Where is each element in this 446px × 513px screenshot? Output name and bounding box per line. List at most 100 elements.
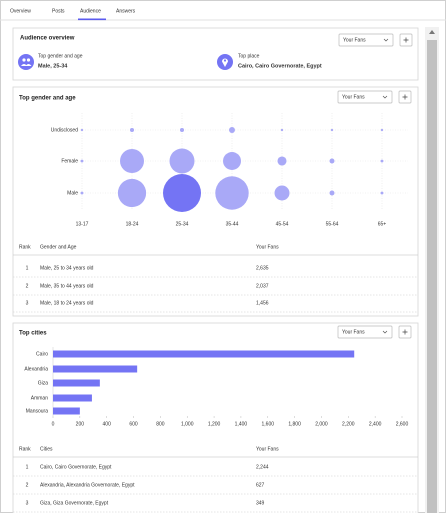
scroll-arrow[interactable] [429, 30, 435, 34]
table-header: Your Fans [256, 244, 279, 250]
icon-glyph [222, 58, 228, 67]
x-tick-label: 0 [52, 421, 55, 427]
table-header: Gender and Age [40, 244, 77, 250]
bubble [274, 185, 290, 201]
bubble [223, 152, 241, 170]
bubble [80, 159, 84, 163]
table-cell: 2 [26, 283, 29, 289]
table-cell: 2,037 [256, 283, 269, 289]
bubble [129, 127, 135, 133]
icon-glyph [223, 59, 227, 62]
table-cell: 627 [256, 482, 265, 488]
y-tick-label: Amman [31, 395, 48, 401]
table-cell: 3 [26, 300, 29, 306]
scrollbar-thumb[interactable] [427, 40, 437, 513]
dropdown[interactable] [338, 33, 394, 47]
bubble [380, 159, 384, 163]
dropdown-caret [382, 330, 388, 334]
y-tick-label: Undisclosed [51, 127, 78, 133]
bar [53, 350, 355, 358]
bubble [117, 178, 147, 208]
table-cell: Cairo, Cairo Governorate, Egypt [40, 464, 112, 470]
dropdown-text: Your Fans [342, 329, 365, 335]
bar [53, 365, 138, 373]
table-header: Cities [40, 446, 53, 452]
table-header: Rank [19, 244, 31, 250]
x-tick-label: 55-64 [326, 221, 339, 227]
x-tick-label: 200 [76, 421, 85, 427]
x-tick-label: 2,200 [342, 421, 355, 427]
dropdown[interactable] [337, 90, 393, 104]
tab[interactable]: Answers [116, 8, 136, 14]
x-tick-label: 2,600 [396, 421, 409, 427]
table-cell: Alexandria, Alexandria Governorate, Egyp… [40, 482, 135, 488]
bubble [80, 128, 84, 132]
x-tick-label: 1,400 [235, 421, 248, 427]
bubble [163, 174, 201, 212]
table-cell: 1,456 [256, 300, 269, 306]
add-icon [403, 37, 409, 43]
x-tick-label: 18-24 [126, 221, 139, 227]
table-header: Your Fans [256, 446, 279, 452]
card-title: Top cities [19, 331, 47, 337]
x-tick-label: 45-54 [276, 221, 289, 227]
add-icon [402, 94, 408, 100]
bubble [380, 128, 384, 132]
bar [53, 379, 100, 387]
card-title: Audience overview [20, 36, 75, 42]
table-cell: 3 [26, 500, 29, 506]
bubble [277, 156, 287, 166]
x-tick-label: 2,400 [369, 421, 382, 427]
x-tick-label: 1,200 [208, 421, 221, 427]
overview-label: Top place [238, 53, 260, 59]
icon-people [18, 54, 34, 70]
tab-underline [78, 18, 106, 21]
y-tick-label: Mansoura [26, 408, 48, 414]
table-cell: 2 [26, 482, 29, 488]
bubble [380, 191, 384, 195]
bubble [280, 128, 284, 132]
y-tick-label: Female [61, 158, 78, 164]
x-tick-label: 1,600 [262, 421, 275, 427]
icon-glyph [22, 58, 26, 62]
x-tick-label: 25-34 [176, 221, 189, 227]
bar [53, 407, 80, 415]
tab[interactable]: Overview [10, 8, 31, 14]
icon-glyph [21, 64, 32, 66]
table-cell: Male, 25 to 34 years old [40, 265, 94, 271]
add-icon [402, 329, 408, 335]
x-tick-label: 2,000 [315, 421, 328, 427]
table-cell: Giza, Giza Governorate, Egypt [40, 500, 109, 506]
bubble [120, 149, 144, 173]
gender-card [12, 86, 419, 317]
dropdown-caret [382, 95, 388, 99]
x-tick-label: 800 [156, 421, 165, 427]
table-cell: 2,244 [256, 464, 269, 470]
bubble [179, 127, 185, 133]
y-tick-label: Male [67, 190, 78, 196]
x-tick-label: 65+ [378, 221, 387, 227]
card-title: Top gender and age [19, 96, 76, 102]
bubble [169, 148, 195, 174]
x-tick-label: 1,000 [181, 421, 194, 427]
icon-glyph [26, 58, 31, 62]
tab[interactable]: Posts [52, 8, 65, 14]
tab[interactable]: Audience [80, 8, 101, 14]
x-tick-label: 400 [103, 421, 112, 427]
y-tick-label: Giza [38, 380, 49, 386]
table-header: Rank [19, 446, 31, 452]
table-cell: 349 [256, 500, 265, 506]
bubble [329, 158, 335, 164]
bubble [330, 128, 334, 132]
dropdown-text: Your Fans [342, 94, 365, 100]
dropdown-text: Your Fans [343, 37, 366, 43]
x-tick-label: 600 [129, 421, 138, 427]
overview-label: Top gender and age [38, 53, 83, 59]
x-tick-label: 35-44 [226, 221, 239, 227]
table-cell: Male, 18 to 24 years old [40, 300, 94, 306]
x-tick-label: 1,800 [288, 421, 301, 427]
dropdown[interactable] [337, 325, 393, 339]
overview-value: Cairo, Cairo Governorate, Egypt [238, 63, 322, 69]
table-cell: 1 [26, 464, 29, 470]
